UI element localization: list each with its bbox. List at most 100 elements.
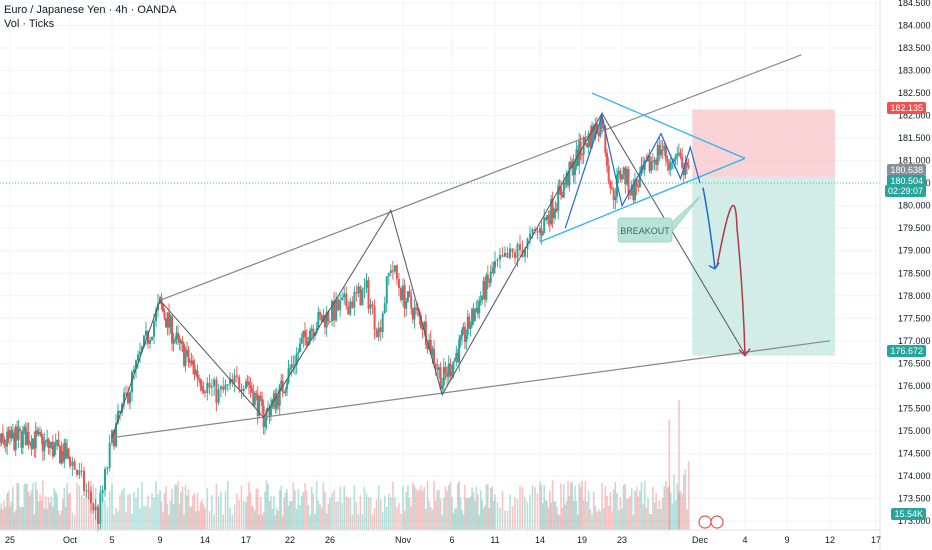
candle-body [261, 398, 264, 406]
candle-body [27, 432, 30, 444]
volume-bar [245, 502, 247, 530]
candle-body [564, 182, 567, 185]
volume-bar [206, 487, 209, 530]
volume-bar [193, 493, 196, 530]
candle-body [365, 280, 368, 288]
volume-bar [343, 486, 345, 530]
candle-body [287, 368, 290, 383]
volume-bar [264, 491, 266, 530]
volume-bar [506, 510, 509, 530]
volume-bar [310, 486, 313, 530]
volume-bar [242, 500, 245, 530]
candle-body [499, 254, 501, 260]
volume-bar [125, 511, 127, 530]
candle-body [1, 433, 4, 440]
volume-bar [347, 497, 350, 530]
candle-body [49, 445, 51, 448]
candle-body [67, 448, 70, 457]
volume-bar [679, 490, 682, 530]
volume-bar [329, 497, 331, 530]
candle-body [290, 364, 293, 369]
volume-bar [12, 486, 14, 530]
channel-upper-line [159, 54, 802, 301]
volume-bar [655, 493, 657, 530]
candle-body [99, 493, 102, 524]
volume-bar [220, 491, 222, 530]
y-tick-label: 182.500 [898, 88, 931, 98]
candle-body [447, 363, 450, 377]
volume-bar [317, 500, 320, 530]
candle-body [562, 182, 565, 198]
volume-bar [622, 485, 625, 530]
volume-bar [85, 493, 88, 530]
candle-body [632, 184, 635, 201]
event-icon [698, 515, 712, 529]
candle-body [64, 442, 67, 459]
candle-body [621, 174, 623, 180]
volume-bar [544, 500, 547, 530]
volume-bar [44, 495, 47, 530]
candle-body [586, 143, 588, 148]
volume-bar [653, 502, 656, 530]
candle-body [204, 391, 206, 393]
volume-bar [127, 494, 129, 530]
volume-bar [160, 501, 163, 530]
volume-bar [681, 493, 683, 530]
candle-body [292, 364, 295, 366]
candle-body [39, 431, 41, 433]
volume-bar [178, 503, 181, 530]
volume-bar [135, 497, 137, 530]
candle-body [76, 469, 78, 475]
candle-body [540, 228, 543, 236]
volume-bar [604, 486, 607, 530]
volume-bar [2, 509, 4, 530]
volume-bar [294, 490, 296, 530]
candle-body [199, 378, 202, 387]
candle-body [307, 341, 310, 346]
volume-bar [581, 480, 583, 530]
candle-body [446, 373, 449, 377]
take-profit-zone [692, 176, 835, 356]
candle-body [511, 248, 514, 253]
candle-body [602, 126, 605, 129]
candle-body [410, 296, 413, 309]
volume-bar [278, 490, 281, 530]
volume-bar [14, 510, 17, 530]
volume-bar [9, 506, 11, 530]
candle-body [415, 307, 418, 309]
volume-bar [157, 494, 159, 530]
x-tick-label: Dec [692, 535, 709, 545]
candle-body [61, 450, 64, 462]
candle-body [584, 137, 587, 144]
candle-body [387, 272, 390, 277]
volume-bar [621, 508, 623, 530]
x-tick-label: 26 [325, 535, 335, 545]
volume-bar [477, 494, 479, 530]
volume-bar [444, 486, 447, 530]
candle-body [268, 407, 271, 417]
candle-body [469, 325, 472, 329]
candle-body [629, 193, 632, 196]
volume-bar [609, 492, 612, 530]
volume-bar [16, 483, 18, 530]
volume-bar [627, 498, 630, 530]
volume-bar [151, 493, 153, 530]
candle-body [424, 321, 427, 345]
candle-body [437, 367, 440, 370]
volume-bar [589, 509, 592, 530]
volume-bar [215, 483, 218, 530]
candle-body [46, 439, 49, 442]
volume-bar [290, 501, 293, 530]
candle-body [259, 396, 262, 399]
candle-body [565, 172, 568, 185]
candle-body [347, 306, 350, 315]
volume-bar [71, 512, 74, 530]
volume-bar [529, 494, 531, 530]
candle-body [36, 430, 39, 435]
candle-body [599, 119, 602, 137]
x-tick-label: 25 [5, 535, 15, 545]
volume-bar [648, 513, 651, 530]
candle-body [71, 461, 74, 467]
candle-body [108, 442, 111, 469]
